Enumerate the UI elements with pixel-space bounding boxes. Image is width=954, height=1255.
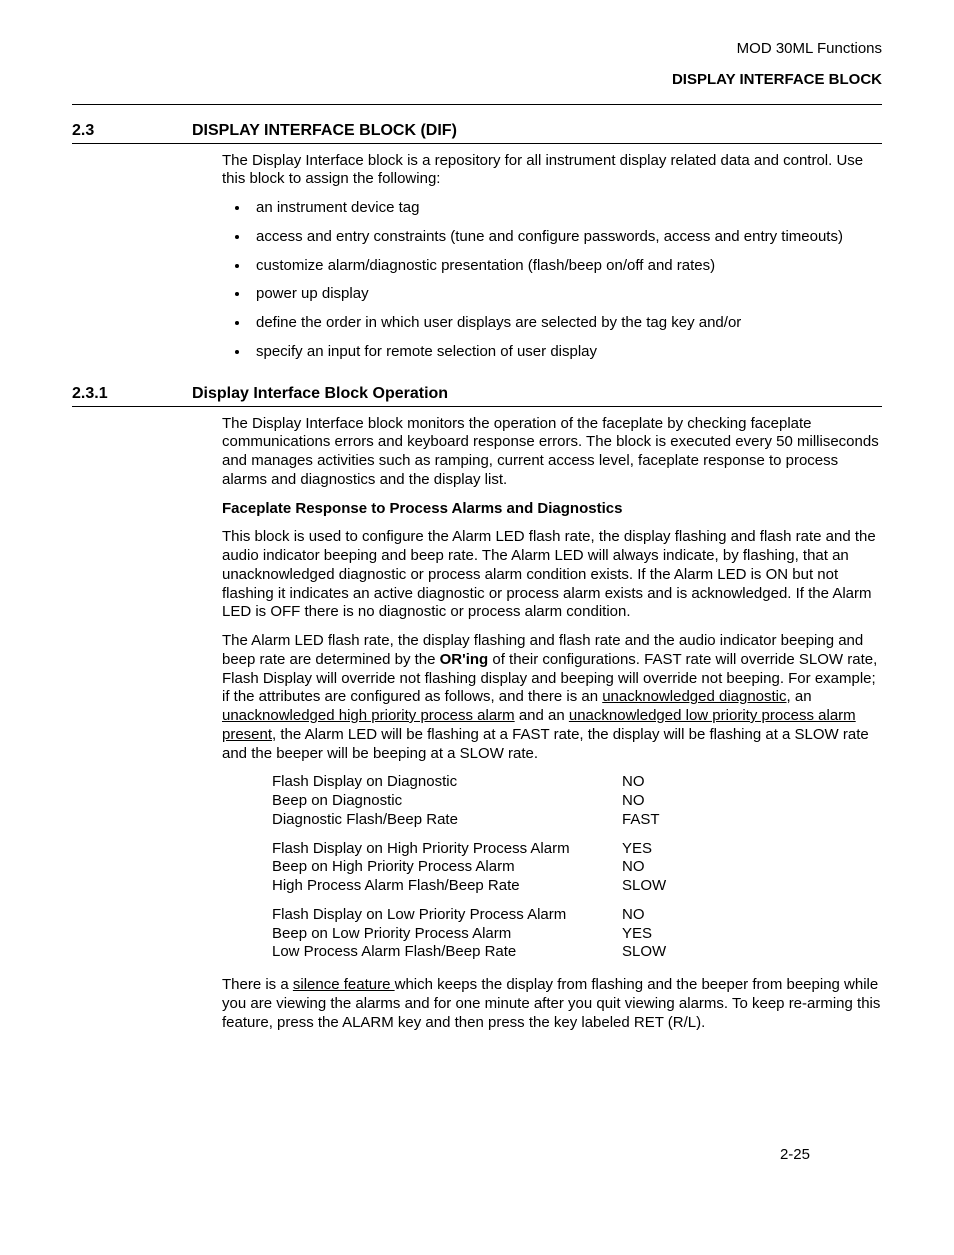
config-value: YES xyxy=(622,925,702,944)
section-number: 2.3 xyxy=(72,121,192,141)
table-row: Diagnostic Flash/Beep Rate FAST xyxy=(272,811,882,830)
list-item: an instrument device tag xyxy=(250,199,882,218)
text-run: , an xyxy=(787,688,812,705)
config-label: Low Process Alarm Flash/Beep Rate xyxy=(272,943,622,962)
text-run: and an xyxy=(515,707,569,724)
section-rule xyxy=(72,143,882,144)
list-item: define the order in which user displays … xyxy=(250,314,882,333)
config-value: SLOW xyxy=(622,877,702,896)
sub-heading: Faceplate Response to Process Alarms and… xyxy=(222,500,882,519)
table-row: High Process Alarm Flash/Beep Rate SLOW xyxy=(272,877,882,896)
bullet-list: an instrument device tag access and entr… xyxy=(222,199,882,362)
config-group: Flash Display on Diagnostic NO Beep on D… xyxy=(272,773,882,829)
table-row: Low Process Alarm Flash/Beep Rate SLOW xyxy=(272,943,882,962)
section-heading-2-3: 2.3 DISPLAY INTERFACE BLOCK (DIF) xyxy=(72,121,882,141)
paragraph: This block is used to configure the Alar… xyxy=(222,528,882,622)
table-row: Flash Display on Diagnostic NO xyxy=(272,773,882,792)
doc-title: MOD 30ML Functions xyxy=(72,40,882,59)
config-group: Flash Display on High Priority Process A… xyxy=(272,840,882,896)
section-rule xyxy=(72,406,882,407)
underline-text: unacknowledged diagnostic xyxy=(602,688,786,705)
config-label: Beep on Diagnostic xyxy=(272,792,622,811)
config-label: Diagnostic Flash/Beep Rate xyxy=(272,811,622,830)
header-rule xyxy=(72,104,882,105)
underline-text: silence feature xyxy=(293,976,395,993)
section-title: Display Interface Block Operation xyxy=(192,384,882,404)
page: MOD 30ML Functions DISPLAY INTERFACE BLO… xyxy=(72,40,882,1195)
config-label: Beep on Low Priority Process Alarm xyxy=(272,925,622,944)
config-label: Flash Display on Low Priority Process Al… xyxy=(272,906,622,925)
block-title: DISPLAY INTERFACE BLOCK xyxy=(72,71,882,90)
section-heading-2-3-1: 2.3.1 Display Interface Block Operation xyxy=(72,384,882,404)
underline-text: unacknowledged high priority process ala… xyxy=(222,707,515,724)
table-row: Flash Display on Low Priority Process Al… xyxy=(272,906,882,925)
config-value: NO xyxy=(622,792,702,811)
table-row: Beep on High Priority Process Alarm NO xyxy=(272,858,882,877)
table-row: Flash Display on High Priority Process A… xyxy=(272,840,882,859)
paragraph: The Alarm LED flash rate, the display fl… xyxy=(222,632,882,763)
config-value: YES xyxy=(622,840,702,859)
text-run: There is a xyxy=(222,976,293,993)
section-2-3-body: The Display Interface block is a reposit… xyxy=(222,152,882,362)
table-row: Beep on Low Priority Process Alarm YES xyxy=(272,925,882,944)
section-number: 2.3.1 xyxy=(72,384,192,404)
config-label: Flash Display on Diagnostic xyxy=(272,773,622,792)
table-row: Beep on Diagnostic NO xyxy=(272,792,882,811)
config-label: Flash Display on High Priority Process A… xyxy=(272,840,622,859)
config-value: NO xyxy=(622,906,702,925)
config-value: FAST xyxy=(622,811,702,830)
list-item: access and entry constraints (tune and c… xyxy=(250,228,882,247)
list-item: power up display xyxy=(250,285,882,304)
config-group: Flash Display on Low Priority Process Al… xyxy=(272,906,882,962)
page-number: 2-25 xyxy=(780,1146,810,1165)
paragraph: The Display Interface block monitors the… xyxy=(222,415,882,490)
section-2-3-1-body: The Display Interface block monitors the… xyxy=(222,415,882,1033)
bold-text: OR'ing xyxy=(440,651,489,668)
config-value: NO xyxy=(622,773,702,792)
config-label: High Process Alarm Flash/Beep Rate xyxy=(272,877,622,896)
config-value: SLOW xyxy=(622,943,702,962)
text-run: , the Alarm LED will be flashing at a FA… xyxy=(222,726,869,762)
intro-paragraph: The Display Interface block is a reposit… xyxy=(222,152,882,190)
section-title: DISPLAY INTERFACE BLOCK (DIF) xyxy=(192,121,882,141)
config-table: Flash Display on Diagnostic NO Beep on D… xyxy=(272,773,882,962)
list-item: customize alarm/diagnostic presentation … xyxy=(250,257,882,276)
list-item: specify an input for remote selection of… xyxy=(250,343,882,362)
paragraph: There is a silence feature which keeps t… xyxy=(222,976,882,1032)
config-label: Beep on High Priority Process Alarm xyxy=(272,858,622,877)
config-value: NO xyxy=(622,858,702,877)
